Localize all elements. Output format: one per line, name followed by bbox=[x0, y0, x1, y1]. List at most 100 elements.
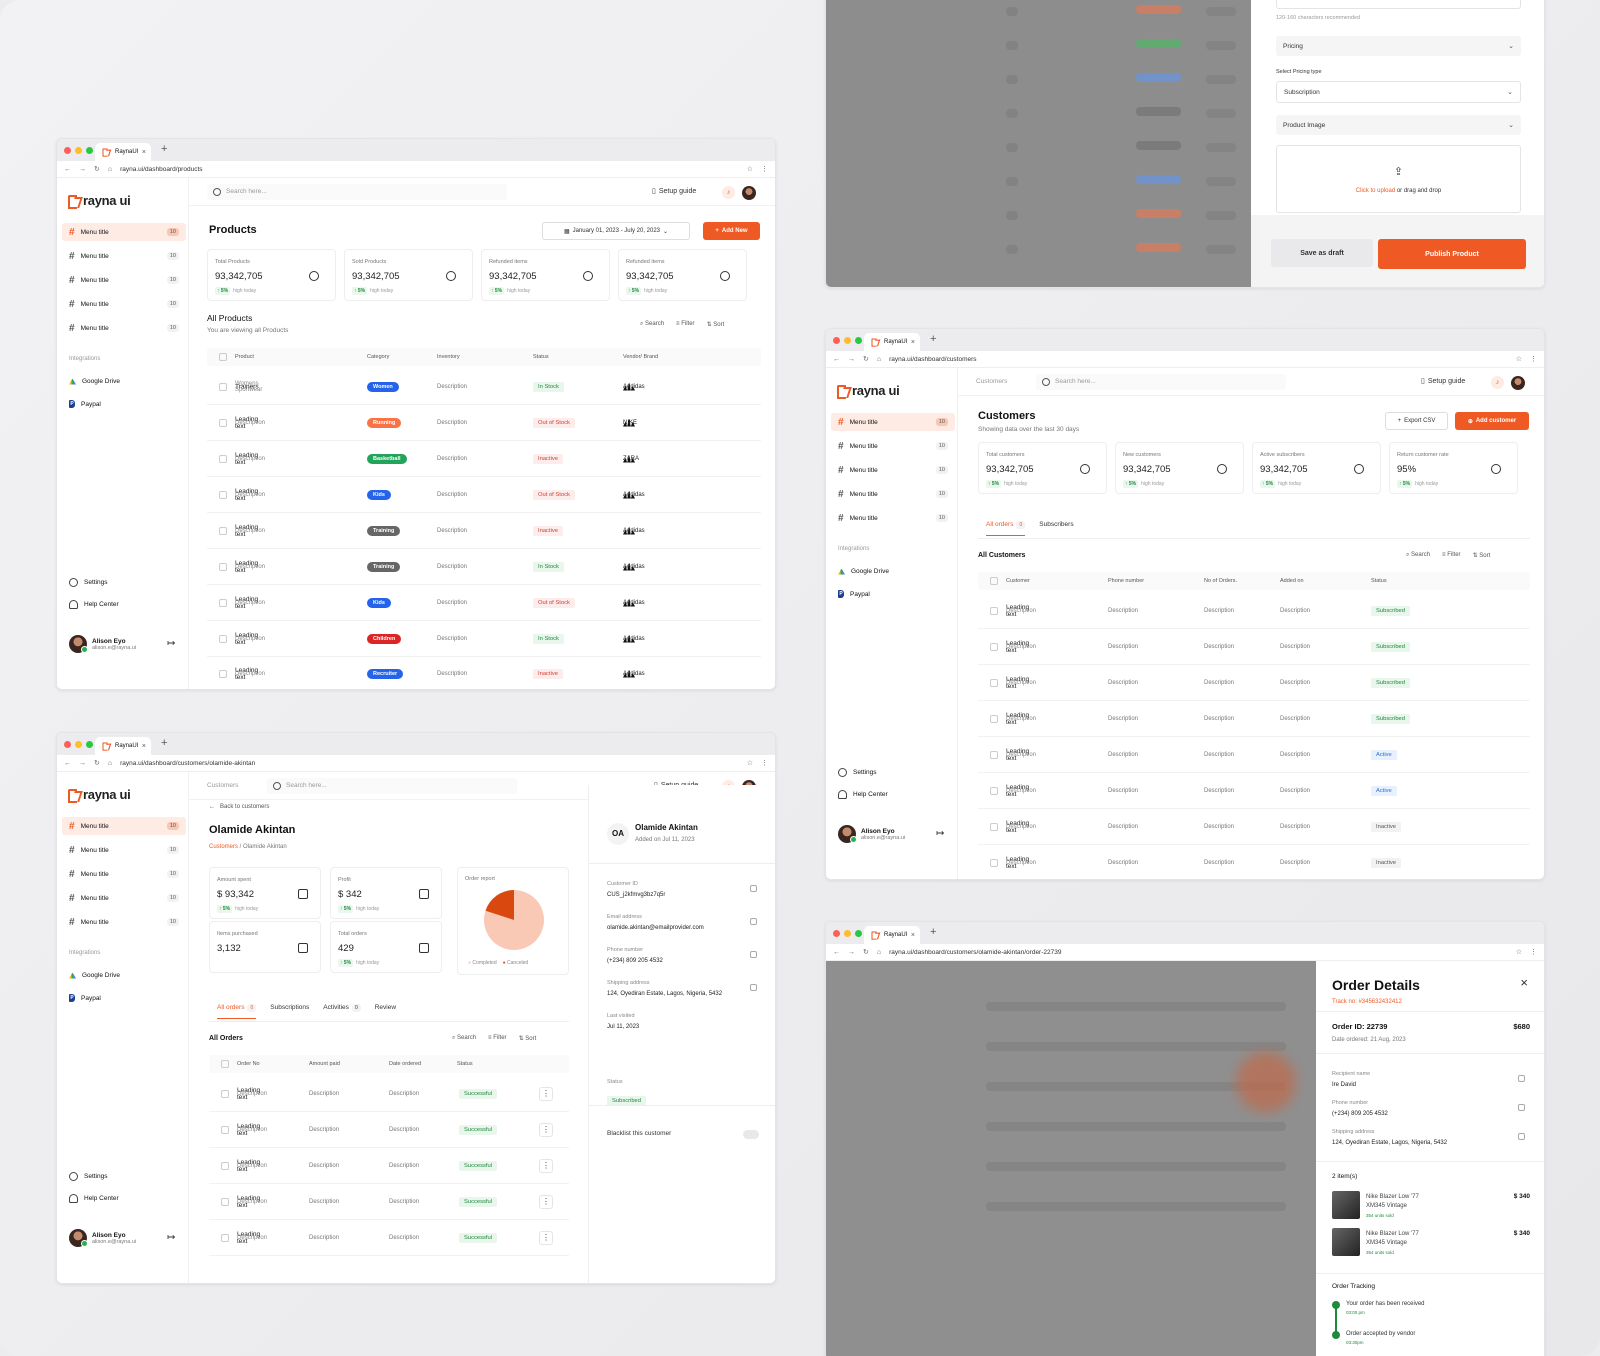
sidebar-item-5[interactable]: # Menu title 10 bbox=[831, 509, 955, 527]
filter-tool[interactable]: ≡ Filter bbox=[676, 321, 695, 327]
user-profile[interactable]: Alison Eyo alison.e@rayna.ui bbox=[838, 825, 905, 843]
table-row[interactable]: Trainers Womens Sportwear Women Descripti… bbox=[207, 369, 761, 405]
tab-all-orders[interactable]: All orders 0 bbox=[986, 521, 1026, 536]
tab-activities[interactable]: Activities 0 bbox=[323, 1004, 361, 1019]
pricing-accordion[interactable]: Pricing ⌄ bbox=[1276, 36, 1521, 56]
new-tab-icon[interactable]: + bbox=[161, 143, 168, 155]
add-customer-button[interactable]: ⊕ Add customer bbox=[1455, 412, 1529, 430]
row-checkbox[interactable] bbox=[990, 786, 998, 795]
table-row[interactable]: Leading text Description Description Desc… bbox=[978, 629, 1530, 665]
filter-tool[interactable]: ≡ Filter bbox=[488, 1035, 507, 1041]
row-checkbox[interactable] bbox=[990, 678, 998, 687]
sort-tool[interactable]: ⇅ Sort bbox=[518, 1036, 537, 1042]
copy-icon[interactable] bbox=[750, 918, 757, 925]
new-tab-icon[interactable]: + bbox=[930, 333, 937, 345]
breadcrumb-parent[interactable]: Customers bbox=[209, 844, 239, 850]
sidebar-item-3[interactable]: # Menu title 10 bbox=[62, 271, 186, 289]
address-bar[interactable]: ← → ↻ ⌂ rayna.ui/dashboard/customers/olamide… bbox=[57, 755, 775, 772]
google-drive-link[interactable]: Google Drive bbox=[69, 972, 120, 979]
select-all-checkbox[interactable] bbox=[990, 577, 998, 585]
row-checkbox[interactable] bbox=[219, 634, 227, 643]
new-tab-icon[interactable]: + bbox=[930, 926, 937, 938]
row-checkbox[interactable] bbox=[990, 606, 998, 615]
table-row[interactable]: Leading text Description Description Desc… bbox=[978, 845, 1530, 879]
browser-tab[interactable]: RaynaUI × bbox=[95, 737, 151, 755]
date-range-picker[interactable]: ▦ January 01, 2023 - July 20, 2023 ⌄ bbox=[542, 222, 690, 240]
bell-icon[interactable]: ♪ bbox=[722, 186, 735, 199]
table-row[interactable]: Leading text Description Description Desc… bbox=[209, 1220, 569, 1256]
top-avatar[interactable] bbox=[1511, 376, 1525, 390]
add-new-button[interactable]: + Add New bbox=[703, 222, 760, 240]
table-row[interactable]: Leading text Description Description Desc… bbox=[209, 1148, 569, 1184]
logout-icon[interactable]: ↦ bbox=[167, 1232, 176, 1243]
copy-icon[interactable] bbox=[1518, 1075, 1525, 1082]
user-profile[interactable]: Alison Eyo alison.e@rayna.ui bbox=[69, 635, 136, 653]
sidebar-item-3[interactable]: # Menu title 10 bbox=[831, 461, 955, 479]
copy-icon[interactable] bbox=[1518, 1104, 1525, 1111]
export-csv-button[interactable]: + Export CSV bbox=[1385, 412, 1448, 430]
bookmark-icon[interactable]: ☆ bbox=[746, 166, 753, 173]
sidebar-item-5[interactable]: # Menu title 10 bbox=[62, 913, 186, 931]
sidebar-item-1[interactable]: # Menu title 10 bbox=[831, 413, 955, 431]
table-row[interactable]: Leading text Description Kids Description… bbox=[207, 477, 761, 513]
row-checkbox[interactable] bbox=[219, 490, 227, 499]
tab-review[interactable]: Review bbox=[374, 1004, 397, 1011]
browser-tab[interactable]: RaynaUI × bbox=[864, 926, 920, 944]
sidebar-item-3[interactable]: # Menu title 10 bbox=[62, 865, 186, 883]
settings-link[interactable]: Settings bbox=[69, 578, 108, 587]
sidebar-item-4[interactable]: # Menu title 10 bbox=[62, 889, 186, 907]
sidebar-item-1[interactable]: # Menu title 10 bbox=[62, 817, 186, 835]
browser-tab[interactable]: RaynaUI × bbox=[95, 143, 151, 161]
google-drive-link[interactable]: Google Drive bbox=[69, 378, 120, 385]
setup-guide-button[interactable]: ▯Setup guide bbox=[652, 187, 697, 196]
address-bar[interactable]: ← → ↻ ⌂ rayna.ui/dashboard/customers/olamide… bbox=[826, 944, 1544, 961]
table-row[interactable]: Leading text Description Training Descrip… bbox=[207, 513, 761, 549]
paypal-link[interactable]: P Paypal bbox=[838, 590, 870, 598]
pricing-type-select[interactable]: Subscription ⌄ bbox=[1276, 81, 1521, 103]
google-drive-link[interactable]: Google Drive bbox=[838, 568, 889, 575]
table-row[interactable]: Leading text Description Description Desc… bbox=[209, 1112, 569, 1148]
breadcrumb[interactable]: Customers bbox=[976, 378, 1008, 385]
help-center-link[interactable]: Help Center bbox=[69, 600, 119, 609]
table-row[interactable]: Leading text Description Kids Description… bbox=[207, 585, 761, 621]
sidebar-item-5[interactable]: # Menu title 10 bbox=[62, 319, 186, 337]
paypal-link[interactable]: P Paypal bbox=[69, 994, 101, 1002]
row-checkbox[interactable] bbox=[221, 1125, 229, 1134]
settings-link[interactable]: Settings bbox=[838, 768, 877, 777]
top-avatar[interactable] bbox=[742, 186, 756, 200]
select-all-checkbox[interactable] bbox=[219, 353, 227, 361]
table-row[interactable]: Leading text Description Description Desc… bbox=[978, 701, 1530, 737]
row-checkbox[interactable] bbox=[221, 1197, 229, 1206]
search-input[interactable]: Search here... bbox=[207, 183, 507, 200]
address-bar[interactable]: ← → ↻ ⌂ rayna.ui/dashboard/customers ☆ ⋮ bbox=[826, 351, 1544, 368]
sidebar-item-2[interactable]: # Menu title 10 bbox=[831, 437, 955, 455]
table-row[interactable]: Leading text Description Running Descript… bbox=[207, 405, 761, 441]
sidebar-item-4[interactable]: # Menu title 10 bbox=[831, 485, 955, 503]
settings-link[interactable]: Settings bbox=[69, 1172, 108, 1181]
sidebar-item-2[interactable]: # Menu title 10 bbox=[62, 247, 186, 265]
close-icon[interactable]: × bbox=[1520, 975, 1528, 990]
publish-button[interactable]: Publish Product bbox=[1378, 239, 1526, 269]
tab-all-orders[interactable]: All orders 0 bbox=[217, 1004, 257, 1019]
tab-subscriptions[interactable]: Subscriptions bbox=[270, 1004, 310, 1011]
row-checkbox[interactable] bbox=[219, 526, 227, 535]
new-tab-icon[interactable]: + bbox=[161, 737, 168, 749]
table-row[interactable]: Leading text Description Description Desc… bbox=[978, 665, 1530, 701]
row-menu-icon[interactable]: ⋮ bbox=[539, 1230, 553, 1245]
row-checkbox[interactable] bbox=[990, 642, 998, 651]
search-tool[interactable]: ⌕ Search bbox=[640, 321, 665, 327]
sort-tool[interactable]: ⇅ Sort bbox=[706, 322, 725, 328]
search-tool[interactable]: ⌕ Search bbox=[1406, 552, 1431, 558]
filter-tool[interactable]: ≡ Filter bbox=[1442, 552, 1461, 558]
help-center-link[interactable]: Help Center bbox=[838, 790, 888, 799]
user-profile[interactable]: Alison Eyo alison.e@rayna.ui bbox=[69, 1229, 136, 1247]
search-input[interactable]: Search here... bbox=[1036, 373, 1286, 390]
table-row[interactable]: Leading text Description Description Desc… bbox=[978, 773, 1530, 809]
row-checkbox[interactable] bbox=[990, 822, 998, 831]
sidebar-item-2[interactable]: # Menu title 10 bbox=[62, 841, 186, 859]
blacklist-toggle[interactable] bbox=[743, 1130, 759, 1139]
row-checkbox[interactable] bbox=[990, 750, 998, 759]
table-row[interactable]: Leading text Description Training Descrip… bbox=[207, 549, 761, 585]
row-checkbox[interactable] bbox=[219, 454, 227, 463]
description-field[interactable] bbox=[1276, 0, 1521, 9]
